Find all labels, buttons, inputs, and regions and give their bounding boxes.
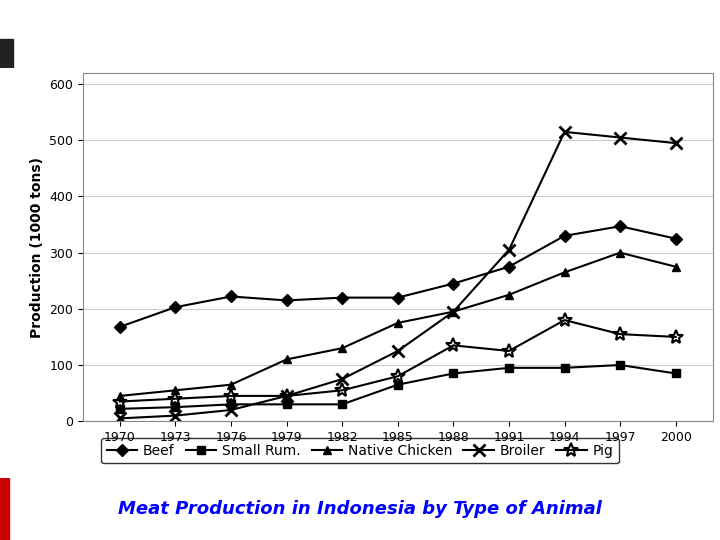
Native Chicken: [672, 264, 680, 270]
Broiler: [449, 308, 458, 315]
Native Chicken: [338, 345, 346, 352]
Bar: [0, 39, 13, 68]
Bar: [0, 478, 9, 540]
Y-axis label: Production (1000 tons): Production (1000 tons): [30, 157, 43, 338]
Small Rum.: [171, 404, 180, 410]
Broiler: [672, 140, 680, 146]
Small Rum.: [449, 370, 458, 377]
Native Chicken: [560, 269, 569, 275]
Beef: [394, 294, 402, 301]
Broiler: [282, 393, 291, 399]
Beef: [282, 297, 291, 303]
Pig: [616, 331, 624, 338]
Native Chicken: [171, 387, 180, 394]
Pig: [505, 348, 513, 354]
Broiler: [338, 376, 346, 382]
Pig: [560, 317, 569, 323]
Line: Broiler: Broiler: [114, 126, 681, 424]
Small Rum.: [560, 364, 569, 371]
Line: Pig: Pig: [113, 313, 683, 408]
Beef: [505, 264, 513, 270]
Pig: [394, 373, 402, 380]
Native Chicken: [115, 393, 124, 399]
Broiler: [171, 413, 180, 419]
Broiler: [616, 134, 624, 141]
Small Rum.: [672, 370, 680, 377]
Beef: [227, 293, 235, 300]
Beef: [449, 280, 458, 287]
Pig: [115, 399, 124, 405]
Native Chicken: [449, 308, 458, 315]
Beef: [115, 323, 124, 330]
Small Rum.: [616, 362, 624, 368]
Small Rum.: [282, 401, 291, 408]
Pig: [672, 334, 680, 340]
Small Rum.: [227, 401, 235, 408]
Native Chicken: [282, 356, 291, 363]
Line: Small Rum.: Small Rum.: [116, 361, 680, 413]
Native Chicken: [616, 249, 624, 256]
Pig: [171, 395, 180, 402]
Small Rum.: [505, 364, 513, 371]
Broiler: [394, 348, 402, 354]
Native Chicken: [505, 292, 513, 298]
Beef: [338, 294, 346, 301]
Beef: [560, 233, 569, 239]
Small Rum.: [115, 406, 124, 412]
Small Rum.: [394, 381, 402, 388]
Text: PRESENT  STATUS  OF  LIVESTOCK  PRODUCTION...: PRESENT STATUS OF LIVESTOCK PRODUCTION..…: [59, 17, 661, 37]
Broiler: [560, 129, 569, 135]
Beef: [616, 223, 624, 230]
Native Chicken: [227, 381, 235, 388]
Broiler: [115, 415, 124, 422]
Pig: [227, 393, 235, 399]
Beef: [672, 235, 680, 242]
Pig: [282, 393, 291, 399]
Native Chicken: [394, 320, 402, 326]
Line: Beef: Beef: [116, 222, 680, 331]
Pig: [449, 342, 458, 349]
Broiler: [505, 247, 513, 253]
Pig: [338, 387, 346, 394]
Beef: [171, 304, 180, 310]
Legend: Beef, Small Rum., Native Chicken, Broiler, Pig: Beef, Small Rum., Native Chicken, Broile…: [102, 438, 618, 463]
Text: Meat Production in Indonesia by Type of Animal: Meat Production in Indonesia by Type of …: [118, 500, 602, 518]
Small Rum.: [338, 401, 346, 408]
Line: Native Chicken: Native Chicken: [116, 248, 680, 400]
Broiler: [227, 407, 235, 413]
